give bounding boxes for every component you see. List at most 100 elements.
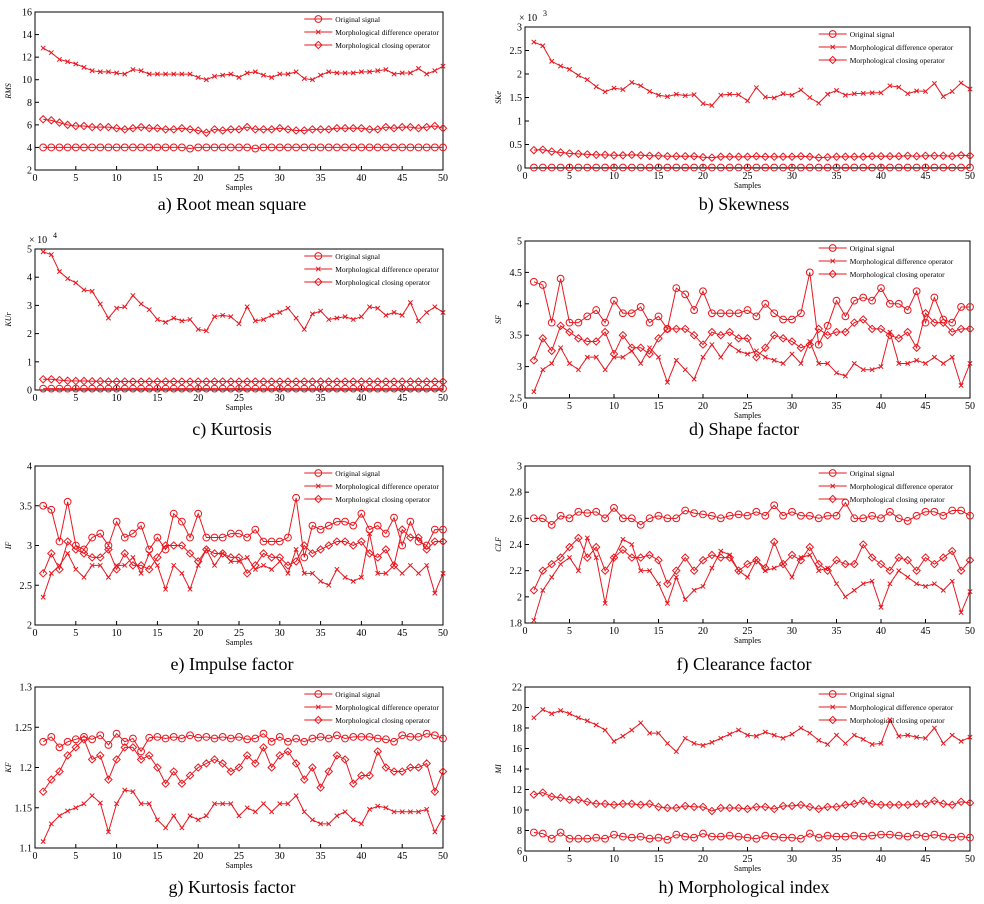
data-point	[903, 327, 913, 337]
data-point	[958, 382, 964, 388]
data-point	[654, 334, 663, 343]
data-point	[88, 533, 97, 542]
data-point	[600, 799, 610, 809]
data-point	[275, 123, 285, 133]
data-point	[869, 578, 875, 584]
data-point	[743, 152, 752, 162]
data-point	[602, 600, 608, 606]
data-point	[549, 58, 555, 64]
data-point	[144, 123, 154, 133]
data-point	[220, 801, 226, 807]
y-tick-label: 5	[27, 245, 32, 256]
data-point	[922, 583, 929, 589]
data-point	[966, 833, 974, 842]
y-tick-label: 10	[22, 75, 32, 86]
data-point	[171, 813, 177, 819]
data-point	[636, 303, 645, 311]
data-point	[868, 511, 876, 520]
data-point	[664, 600, 670, 606]
data-point	[575, 568, 581, 574]
data-point	[610, 296, 618, 305]
data-point	[851, 587, 857, 593]
data-point	[531, 617, 537, 623]
data-point	[332, 123, 342, 133]
legend-entry-1: Original signal	[818, 244, 894, 253]
data-point	[128, 743, 138, 752]
series-1	[39, 729, 447, 756]
legend-entry-3: Morphological closing operator	[818, 55, 945, 65]
data-point	[885, 330, 895, 340]
data-point	[600, 327, 610, 337]
chart-panel-4: 0 5 10 15 20 25 30 35 40 45 50 2.5 3 3.5 4 4.5 5 Samples S…	[494, 237, 975, 441]
data-point	[350, 578, 356, 584]
data-point	[260, 562, 267, 568]
data-point	[681, 290, 690, 299]
data-point	[538, 566, 548, 575]
data-point	[381, 122, 391, 132]
data-point	[169, 541, 179, 550]
data-point	[654, 151, 663, 161]
data-point	[743, 163, 752, 172]
data-point	[565, 834, 574, 843]
data-point	[789, 731, 795, 737]
data-point	[680, 553, 690, 562]
data-point	[177, 377, 187, 386]
data-point	[832, 832, 841, 841]
data-point	[128, 123, 138, 133]
data-point	[556, 163, 565, 172]
x-tick-label: 50	[965, 626, 975, 637]
data-point	[850, 831, 859, 840]
data-point	[145, 733, 154, 742]
x-tick-label: 40	[876, 854, 886, 865]
data-point	[202, 128, 211, 138]
data-point	[163, 586, 169, 592]
data-point	[565, 542, 574, 552]
data-point	[407, 70, 413, 76]
y-tick-label: 2	[517, 592, 522, 603]
data-point	[269, 74, 275, 81]
data-point	[122, 562, 128, 568]
data-point	[284, 143, 292, 152]
data-point	[73, 61, 79, 67]
data-point	[832, 152, 841, 162]
series-1	[39, 384, 447, 393]
data-point	[647, 730, 653, 736]
data-point	[780, 91, 786, 97]
data-point	[144, 565, 154, 574]
data-point	[210, 377, 219, 386]
legend-label: Morphological closing operator	[335, 716, 430, 725]
data-point	[438, 123, 448, 133]
data-point	[860, 581, 866, 587]
data-point	[825, 741, 831, 747]
data-point	[566, 711, 573, 717]
data-point	[700, 354, 706, 360]
data-point	[858, 540, 868, 549]
y-tick-label: 12	[512, 785, 522, 796]
data-point	[593, 555, 599, 561]
data-point	[211, 73, 218, 79]
x-tick-label: 10	[112, 628, 122, 639]
data-point	[709, 739, 715, 745]
data-point	[186, 144, 194, 153]
data-point	[130, 554, 136, 560]
data-point	[699, 287, 707, 296]
data-point	[912, 151, 921, 161]
y-tick-label: 0	[517, 164, 522, 175]
data-point	[894, 800, 904, 810]
data-point	[531, 39, 537, 45]
data-point	[367, 531, 373, 537]
data-point	[744, 351, 751, 357]
data-point	[805, 542, 815, 552]
data-point	[87, 755, 97, 764]
data-point	[186, 731, 194, 740]
data-point	[375, 305, 381, 311]
data-point	[681, 163, 690, 172]
data-point	[432, 829, 438, 835]
x-tick-label: 35	[316, 628, 326, 639]
data-point	[373, 734, 382, 743]
data-point	[707, 153, 717, 162]
data-point	[333, 143, 341, 152]
data-point	[805, 152, 815, 162]
data-point	[39, 501, 48, 510]
data-point	[708, 309, 716, 318]
